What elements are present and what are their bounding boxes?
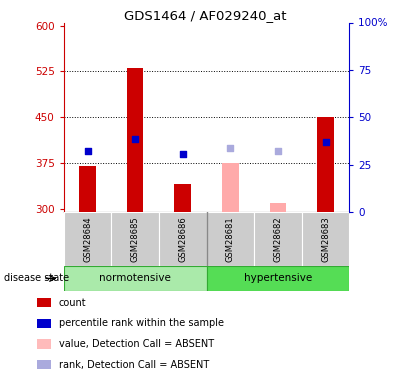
Text: GSM28682: GSM28682: [273, 216, 282, 262]
Bar: [206, 212, 254, 266]
Bar: [64, 212, 111, 266]
Text: percentile rank within the sample: percentile rank within the sample: [59, 318, 224, 328]
Bar: [222, 163, 239, 212]
Text: GSM28685: GSM28685: [131, 216, 140, 262]
Text: disease state: disease state: [4, 273, 69, 284]
Bar: [270, 203, 286, 212]
Bar: [254, 212, 302, 266]
Point: [275, 148, 281, 154]
Bar: [317, 117, 334, 212]
Bar: [302, 212, 349, 266]
Point: [84, 148, 91, 154]
Text: GSM28686: GSM28686: [178, 216, 187, 262]
Point: [322, 139, 329, 145]
Bar: [174, 184, 191, 212]
Bar: [111, 212, 159, 266]
Bar: [79, 166, 96, 212]
Text: value, Detection Call = ABSENT: value, Detection Call = ABSENT: [59, 339, 214, 349]
Text: rank, Detection Call = ABSENT: rank, Detection Call = ABSENT: [59, 360, 209, 370]
Point: [227, 145, 233, 151]
Text: GSM28681: GSM28681: [226, 216, 235, 262]
Text: GDS1464 / AF029240_at: GDS1464 / AF029240_at: [124, 9, 287, 22]
Text: count: count: [59, 298, 86, 308]
Bar: [37, 339, 51, 349]
Text: GSM28684: GSM28684: [83, 216, 92, 262]
Bar: [127, 68, 143, 212]
Point: [132, 136, 139, 142]
Text: hypertensive: hypertensive: [244, 273, 312, 284]
Point: [180, 151, 186, 157]
Text: normotensive: normotensive: [99, 273, 171, 284]
Bar: [206, 266, 349, 291]
Bar: [37, 298, 51, 307]
Bar: [64, 266, 206, 291]
Text: GSM28683: GSM28683: [321, 216, 330, 262]
Bar: [37, 319, 51, 328]
Bar: [159, 212, 206, 266]
Bar: [37, 360, 51, 369]
